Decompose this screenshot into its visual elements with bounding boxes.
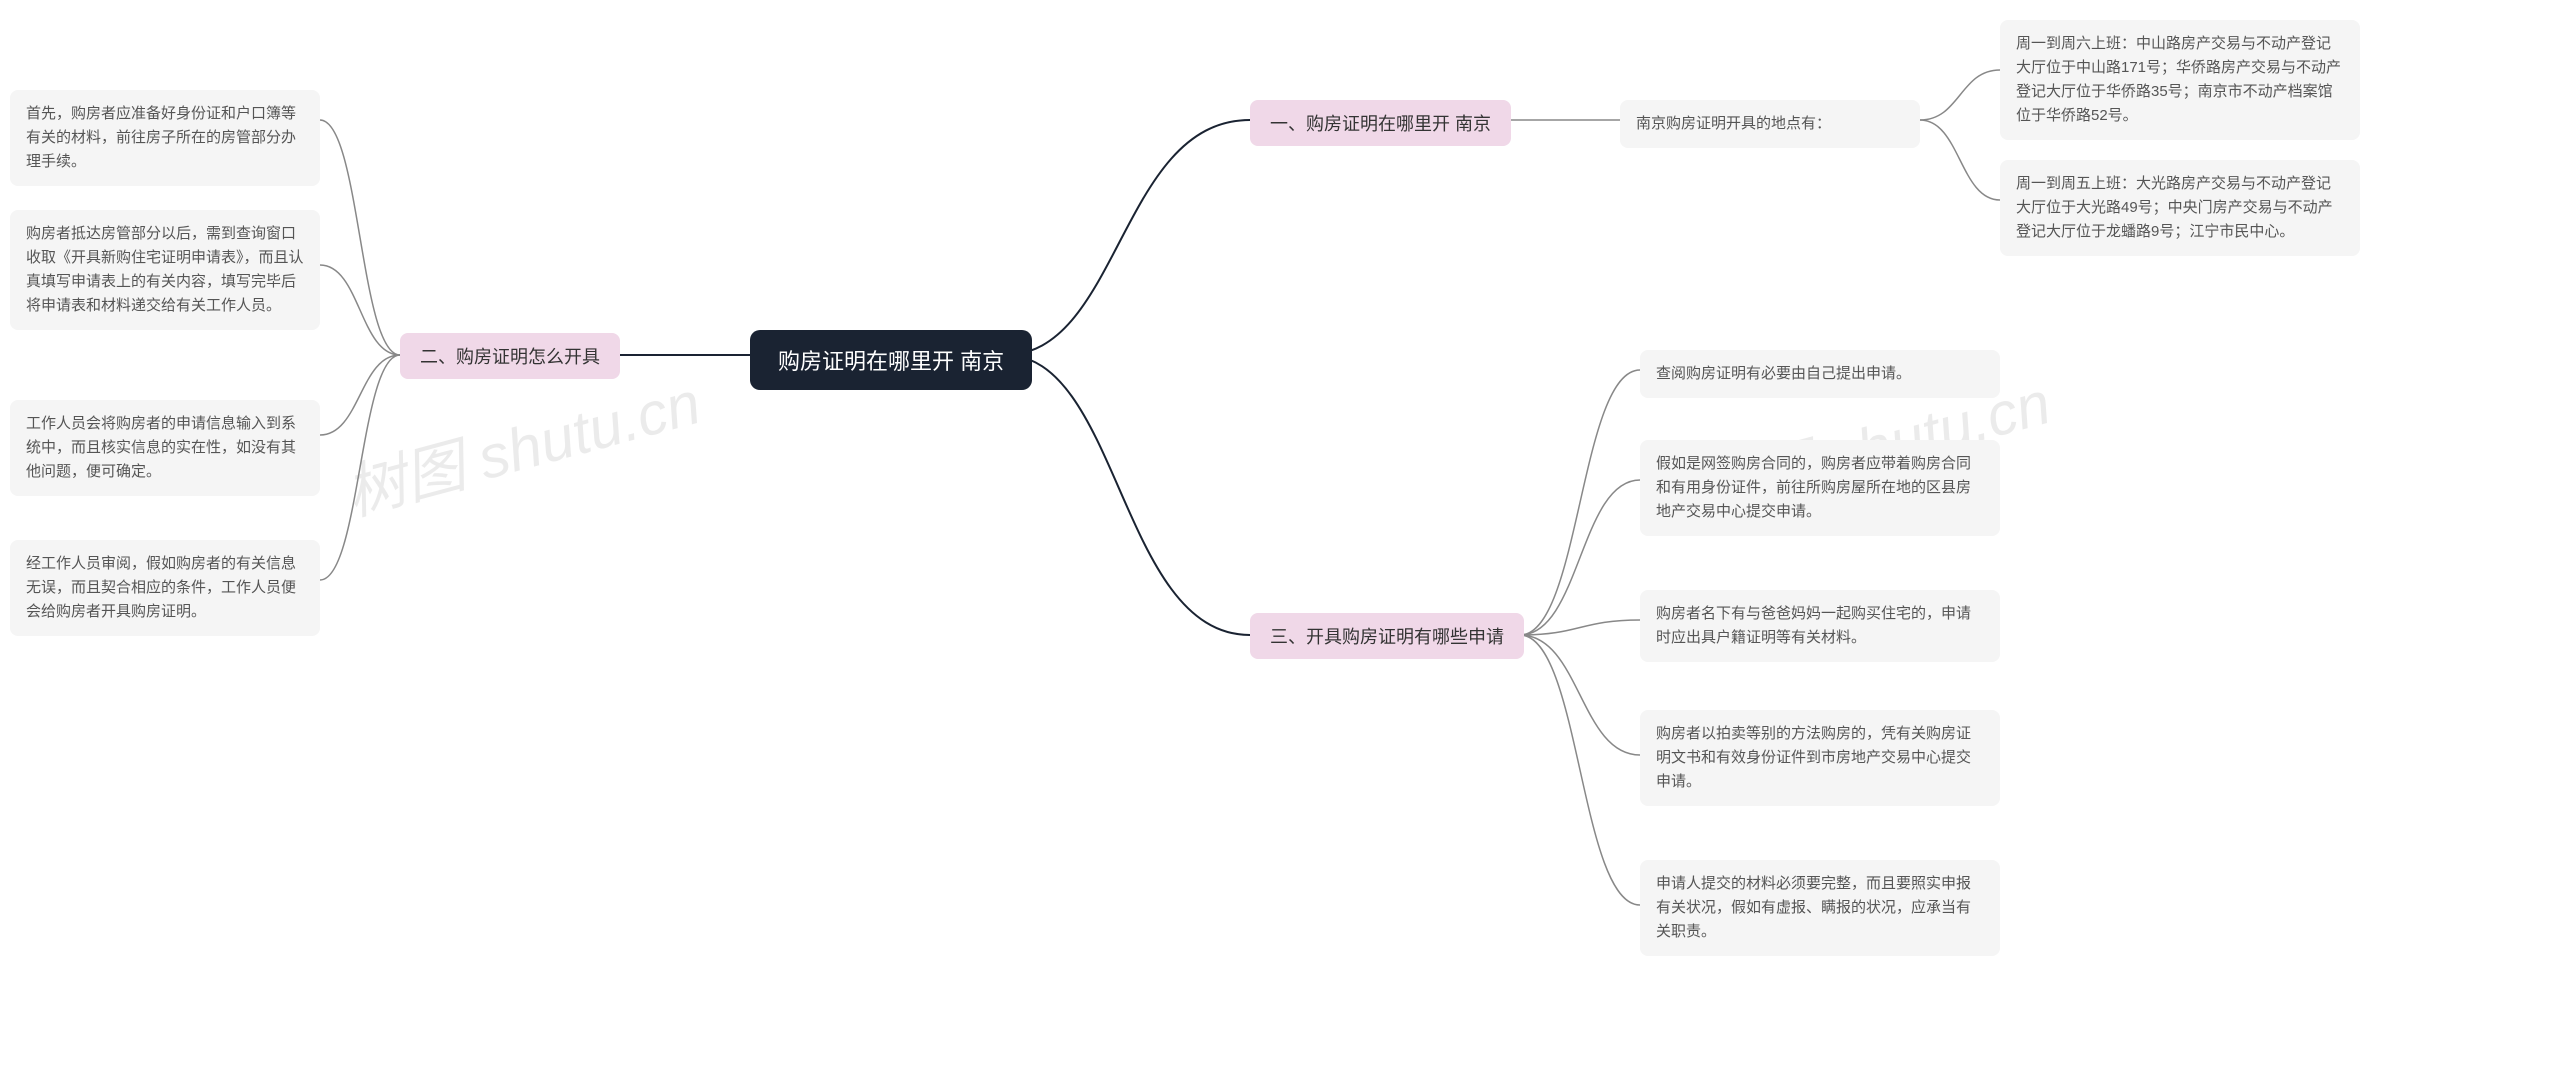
watermark: 树图 shutu.cn	[335, 354, 709, 532]
branch-1-sub: 南京购房证明开具的地点有：	[1620, 100, 1920, 148]
branch-2-leaf-1: 首先，购房者应准备好身份证和户口簿等有关的材料，前往房子所在的房管部分办理手续。	[10, 90, 320, 186]
branch-3-leaf-3: 购房者名下有与爸爸妈妈一起购买住宅的，申请时应出具户籍证明等有关材料。	[1640, 590, 2000, 662]
branch-1: 一、购房证明在哪里开 南京	[1250, 100, 1511, 146]
branch-3-leaf-2: 假如是网签购房合同的，购房者应带着购房合同和有用身份证件，前往所购房屋所在地的区…	[1640, 440, 2000, 536]
branch-1-leaf-1: 周一到周六上班：中山路房产交易与不动产登记大厅位于中山路171号；华侨路房产交易…	[2000, 20, 2360, 140]
branch-2-leaf-2: 购房者抵达房管部分以后，需到查询窗口收取《开具新购住宅证明申请表》，而且认真填写…	[10, 210, 320, 330]
branch-2-leaf-4: 经工作人员审阅，假如购房者的有关信息无误，而且契合相应的条件，工作人员便会给购房…	[10, 540, 320, 636]
branch-3: 三、开具购房证明有哪些申请	[1250, 613, 1524, 659]
branch-3-leaf-4: 购房者以拍卖等别的方法购房的，凭有关购房证明文书和有效身份证件到市房地产交易中心…	[1640, 710, 2000, 806]
branch-3-leaf-1: 查阅购房证明有必要由自己提出申请。	[1640, 350, 2000, 398]
branch-3-leaf-5: 申请人提交的材料必须要完整，而且要照实申报有关状况，假如有虚报、瞒报的状况，应承…	[1640, 860, 2000, 956]
branch-1-leaf-2: 周一到周五上班：大光路房产交易与不动产登记大厅位于大光路49号；中央门房产交易与…	[2000, 160, 2360, 256]
branch-2: 二、购房证明怎么开具	[400, 333, 620, 379]
root-node: 购房证明在哪里开 南京	[750, 330, 1032, 390]
branch-2-leaf-3: 工作人员会将购房者的申请信息输入到系统中，而且核实信息的实在性，如没有其他问题，…	[10, 400, 320, 496]
